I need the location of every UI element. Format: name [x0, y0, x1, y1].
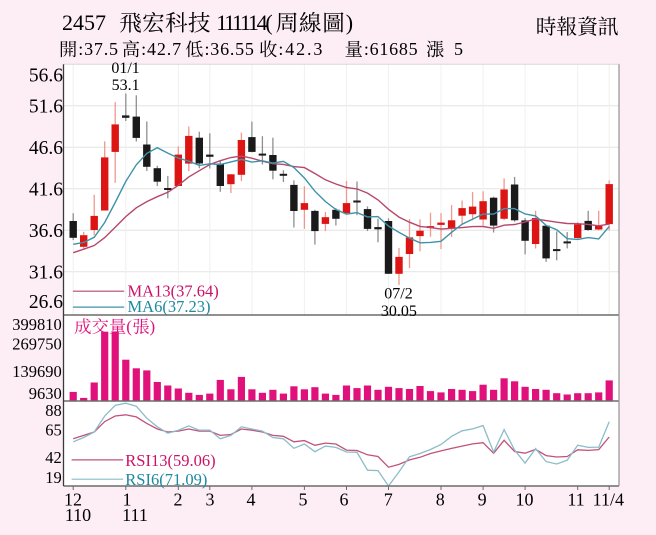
svg-text:53.1: 53.1 [112, 77, 140, 94]
svg-text:11/4: 11/4 [593, 490, 624, 510]
svg-text:(: ( [126, 317, 132, 336]
svg-text::36.55: :36.55 [205, 39, 254, 59]
svg-text:): ) [346, 10, 353, 35]
svg-text:26.6: 26.6 [29, 292, 63, 313]
svg-text:30.05: 30.05 [381, 303, 417, 320]
svg-text:6: 6 [340, 490, 349, 510]
svg-text:65: 65 [45, 420, 62, 439]
svg-text::42.3: :42.3 [278, 39, 322, 59]
svg-text:56.6: 56.6 [29, 65, 63, 86]
svg-text:269750: 269750 [12, 334, 62, 353]
svg-text:9: 9 [478, 490, 487, 510]
svg-text::42.7: :42.7 [141, 39, 181, 59]
svg-text:5: 5 [454, 39, 463, 59]
svg-text:41.6: 41.6 [29, 180, 63, 201]
svg-text::61685: :61685 [364, 39, 418, 59]
svg-text:07/2: 07/2 [384, 286, 412, 303]
svg-text:5: 5 [299, 490, 308, 510]
svg-text:139690: 139690 [12, 362, 62, 381]
svg-text:7: 7 [384, 490, 393, 510]
svg-text:12: 12 [64, 490, 82, 510]
svg-text:3: 3 [206, 490, 215, 510]
svg-text:19: 19 [45, 468, 62, 487]
svg-text:RSI13(59.06): RSI13(59.06) [125, 451, 215, 470]
svg-text::37.5: :37.5 [78, 39, 118, 59]
svg-text:110: 110 [65, 505, 91, 525]
svg-text:111: 111 [122, 505, 148, 525]
svg-text:10: 10 [516, 490, 534, 510]
svg-text:1: 1 [123, 490, 132, 510]
svg-text:399810: 399810 [12, 315, 62, 334]
svg-text:46.6: 46.6 [29, 138, 63, 159]
svg-text:4: 4 [247, 490, 256, 510]
svg-text:8: 8 [436, 490, 445, 510]
svg-text:MA6(37.23): MA6(37.23) [128, 297, 211, 316]
svg-text:9630: 9630 [29, 384, 62, 403]
svg-text:31.6: 31.6 [29, 263, 63, 284]
svg-text:MA13(37.64): MA13(37.64) [128, 282, 219, 301]
svg-text:88: 88 [45, 401, 62, 420]
svg-text:42: 42 [45, 448, 62, 467]
svg-text:51.6: 51.6 [29, 97, 63, 118]
svg-text:): ) [150, 317, 156, 336]
svg-text:11: 11 [567, 490, 584, 510]
svg-text:36.6: 36.6 [29, 221, 63, 242]
svg-text:01/1: 01/1 [111, 60, 139, 77]
svg-text:111114(: 111114( [216, 10, 273, 35]
svg-text:2457: 2457 [62, 10, 106, 35]
svg-text:2: 2 [174, 490, 183, 510]
svg-text:RSI6(71.09): RSI6(71.09) [125, 470, 207, 489]
